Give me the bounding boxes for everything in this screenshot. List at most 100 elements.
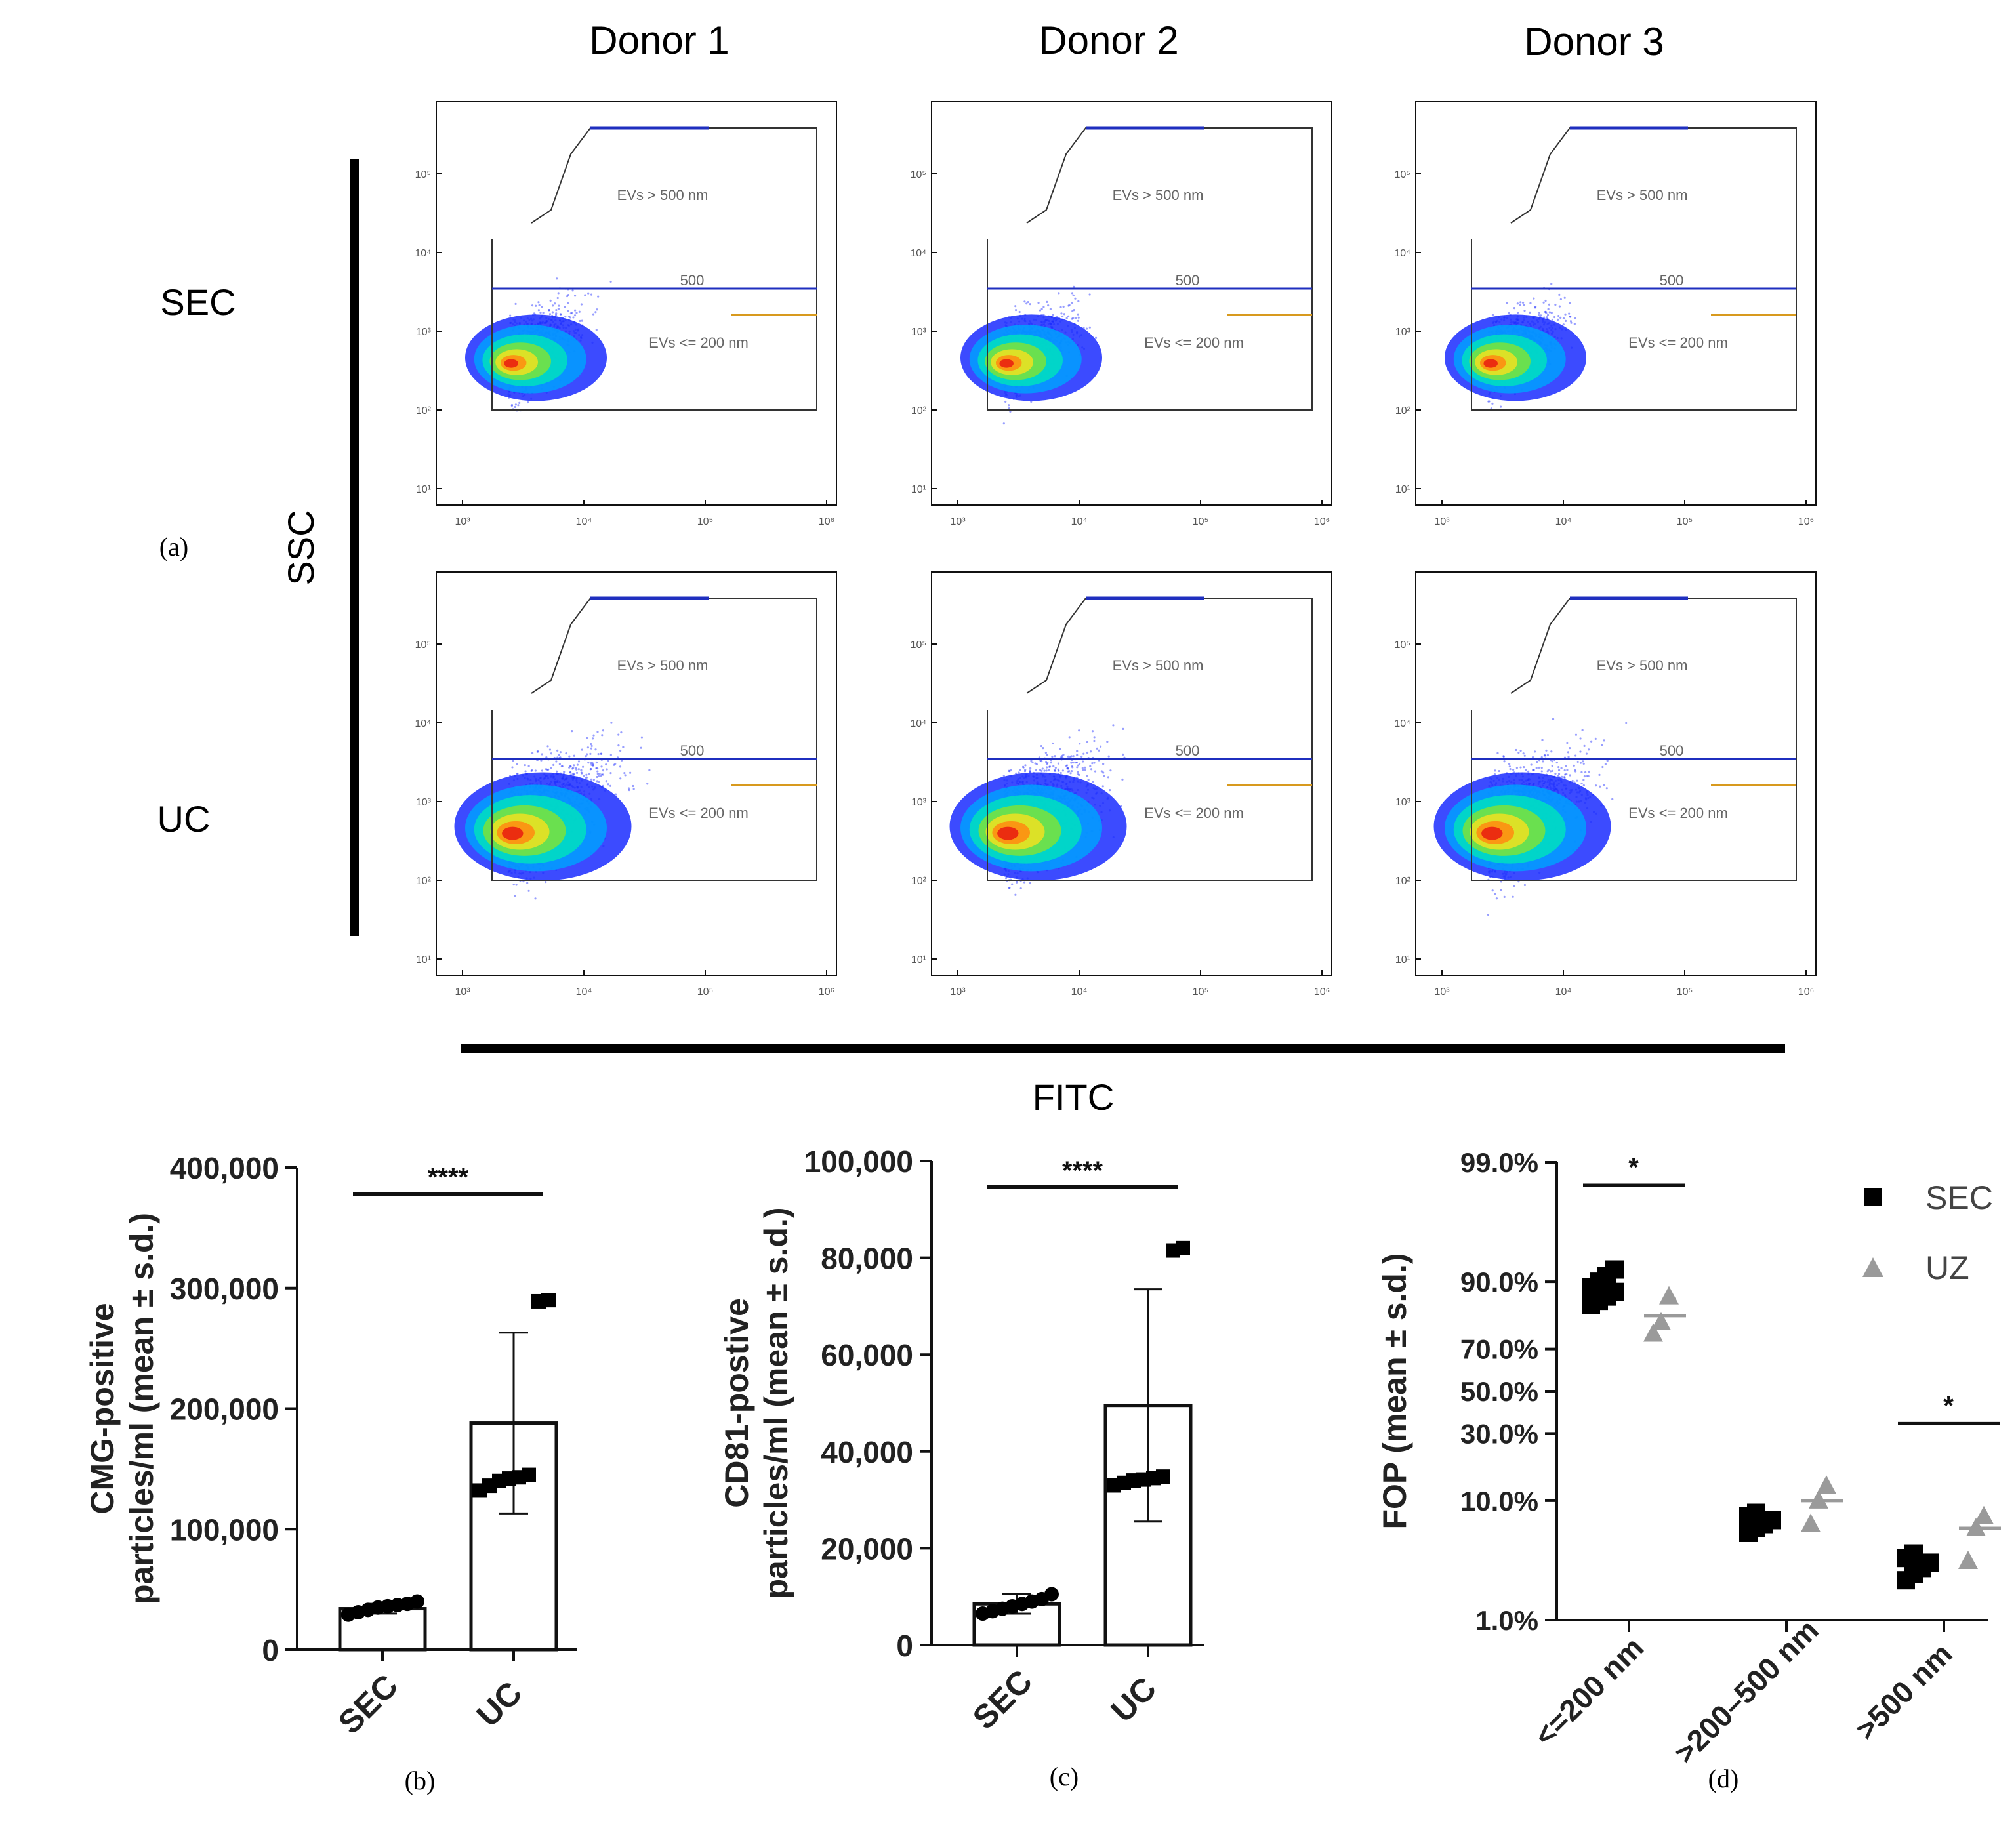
event-dot bbox=[584, 294, 586, 296]
panel-a-flow-cytometry: Donor 1 Donor 2 Donor 3 SEC UC (a) SSC F… bbox=[157, 18, 1817, 1118]
y-tick-label: 10³ bbox=[911, 797, 927, 808]
plot-frame bbox=[931, 101, 1332, 506]
event-dot bbox=[596, 773, 599, 775]
density-contour-7 bbox=[502, 826, 524, 840]
event-dot bbox=[510, 404, 513, 407]
gate-label-upper: EVs > 500 nm bbox=[617, 657, 709, 674]
event-dot bbox=[1558, 305, 1561, 308]
event-dot bbox=[539, 311, 542, 314]
event-dot bbox=[536, 750, 539, 753]
event-dot bbox=[1025, 302, 1028, 305]
event-dot bbox=[548, 748, 552, 751]
event-dot bbox=[572, 767, 575, 769]
event-dot bbox=[567, 316, 571, 318]
event-dot bbox=[1523, 309, 1526, 312]
y-tick-label: 10³ bbox=[416, 797, 432, 808]
event-dot bbox=[1529, 311, 1531, 314]
event-dot bbox=[545, 881, 547, 884]
column-label-donor-1: Donor 1 bbox=[589, 18, 729, 62]
event-dot bbox=[557, 308, 560, 310]
event-dot bbox=[613, 763, 615, 766]
x-axis-bar bbox=[461, 1044, 1785, 1053]
event-dot bbox=[590, 743, 592, 746]
event-dot bbox=[1014, 893, 1017, 896]
plot-frame bbox=[436, 101, 837, 506]
event-dot bbox=[1040, 744, 1042, 748]
y-tick-label: 10⁵ bbox=[415, 169, 431, 180]
event-dot bbox=[582, 765, 585, 768]
event-dot bbox=[581, 319, 583, 322]
event-dot bbox=[597, 753, 600, 756]
event-dot bbox=[578, 310, 581, 313]
event-dot bbox=[574, 309, 577, 312]
event-dot bbox=[596, 308, 598, 311]
event-dot bbox=[559, 751, 562, 754]
event-dot bbox=[619, 777, 622, 780]
event-dot bbox=[564, 306, 566, 308]
event-dot bbox=[1085, 327, 1088, 330]
event-dot bbox=[1072, 294, 1075, 297]
event-dot bbox=[1573, 323, 1576, 325]
event-dot bbox=[565, 752, 567, 755]
event-dot bbox=[567, 294, 570, 296]
event-dot bbox=[597, 775, 600, 777]
event-dot bbox=[510, 403, 514, 407]
event-dot bbox=[1087, 779, 1090, 781]
event-dot bbox=[580, 303, 583, 306]
event-dot bbox=[569, 312, 572, 315]
x-tick-label: 10³ bbox=[950, 516, 966, 527]
row-label-uc: UC bbox=[157, 798, 211, 840]
event-dot bbox=[1050, 762, 1052, 764]
y-tick-label: 10⁵ bbox=[415, 640, 431, 651]
event-dot bbox=[1018, 310, 1021, 314]
event-dot bbox=[1067, 315, 1070, 317]
event-dot bbox=[537, 301, 540, 304]
plot-frame bbox=[436, 571, 837, 976]
event-dot bbox=[1077, 300, 1080, 302]
event-dot bbox=[533, 312, 535, 315]
event-dot bbox=[600, 765, 603, 768]
event-dot bbox=[1039, 769, 1041, 771]
event-dot bbox=[624, 774, 627, 777]
event-dot bbox=[524, 770, 527, 773]
event-dot bbox=[527, 765, 530, 767]
event-dot bbox=[581, 748, 583, 751]
event-dot bbox=[1499, 405, 1502, 408]
event-dot bbox=[1002, 422, 1005, 425]
event-dot bbox=[571, 730, 573, 733]
event-dot bbox=[586, 753, 588, 756]
event-dot bbox=[585, 776, 588, 779]
event-dot bbox=[585, 755, 587, 758]
event-dot bbox=[569, 316, 572, 319]
event-dot bbox=[1037, 302, 1040, 304]
y-tick-label: 10² bbox=[911, 405, 927, 417]
event-dot bbox=[1109, 789, 1111, 792]
event-dot bbox=[586, 746, 589, 749]
density-contour-7 bbox=[504, 359, 518, 368]
row-label-sec: SEC bbox=[160, 281, 236, 323]
event-dot bbox=[596, 770, 599, 773]
event-dot bbox=[588, 773, 590, 775]
gate-label-lower: EVs <= 200 nm bbox=[649, 335, 749, 351]
event-dot bbox=[1077, 313, 1079, 316]
event-dot bbox=[1533, 297, 1535, 300]
event-dot bbox=[577, 768, 580, 771]
event-dot bbox=[1009, 410, 1012, 413]
x-tick-label: 10⁴ bbox=[1071, 516, 1088, 527]
event-dot bbox=[571, 289, 574, 292]
event-dot bbox=[514, 302, 517, 305]
event-dot bbox=[1068, 304, 1071, 306]
event-dot bbox=[1513, 307, 1515, 310]
event-dot bbox=[1014, 305, 1017, 308]
plot-frame bbox=[1415, 101, 1817, 506]
event-dot bbox=[1564, 319, 1567, 322]
event-dot bbox=[602, 773, 604, 776]
event-dot bbox=[1071, 292, 1074, 295]
event-dot bbox=[546, 745, 549, 748]
event-dot bbox=[1071, 766, 1074, 769]
event-dot bbox=[1519, 301, 1522, 304]
x-tick-label: 10⁵ bbox=[697, 987, 713, 998]
event-dot bbox=[1071, 317, 1073, 320]
